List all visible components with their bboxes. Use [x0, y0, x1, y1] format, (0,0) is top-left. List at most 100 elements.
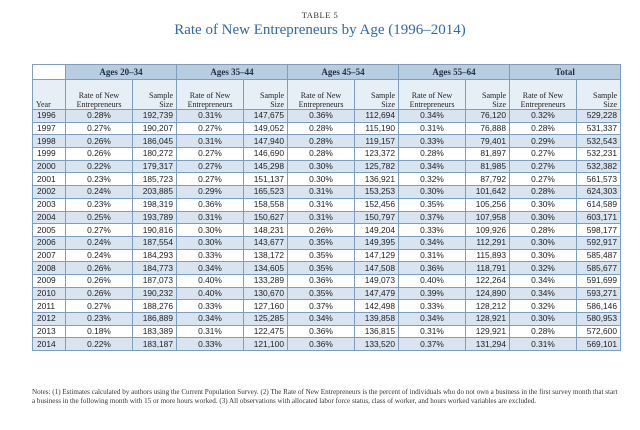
- year-cell: 2006: [32, 235, 66, 250]
- table-title: Rate of New Entrepreneurs by Age (1996–2…: [174, 22, 466, 38]
- rate-cell: 0.34%: [398, 109, 466, 123]
- rate-cell: 0.28%: [65, 109, 133, 123]
- sample-size-cell: 150,627: [243, 210, 288, 225]
- sample-size-cell: 192,739: [132, 109, 177, 123]
- rate-cell: 0.30%: [176, 223, 244, 237]
- column-header-sample-size-ages-35-44: Sample Size: [243, 79, 288, 110]
- table-notes: Notes: (1) Estimates calculated by autho…: [32, 388, 618, 405]
- rate-cell: 0.28%: [398, 147, 466, 161]
- rate-cell: 0.28%: [287, 147, 355, 161]
- column-header-sample-size-ages-20-34: Sample Size: [132, 79, 177, 110]
- rate-cell: 0.34%: [398, 312, 466, 326]
- column-header-rate-ages-20-34: Rate of New Entrepreneurs: [65, 79, 133, 110]
- sample-size-cell: 149,052: [243, 121, 288, 136]
- sample-size-cell: 123,372: [354, 147, 399, 161]
- rate-cell: 0.40%: [176, 286, 244, 301]
- rate-cell: 0.36%: [287, 273, 355, 288]
- size-header-line1: Sample: [260, 91, 284, 100]
- rate-cell: 0.33%: [398, 223, 466, 237]
- sample-size-cell: 569,101: [576, 337, 621, 352]
- sample-size-cell: 180,272: [132, 147, 177, 161]
- sample-size-cell: 614,589: [576, 197, 621, 212]
- group-header-ages-35-44: Ages 35–44: [176, 64, 288, 80]
- sample-size-cell: 81,985: [465, 159, 510, 174]
- column-header-row: Year Rate of New Entrepreneurs Sample Size R…: [32, 79, 621, 110]
- rate-cell: 0.28%: [509, 185, 577, 199]
- column-header-rate-ages-45-54: Rate of New Entrepreneurs: [287, 79, 355, 110]
- sample-size-cell: 76,888: [465, 121, 510, 136]
- table-body: 1996 0.28% 192,739 0.31% 147,675 0.36% 112,694…: [32, 109, 621, 352]
- rate-cell: 0.26%: [65, 134, 133, 149]
- rate-header-line1: Rate of New: [300, 91, 342, 100]
- group-header-ages-45-54: Ages 45–54: [287, 64, 399, 80]
- sample-size-cell: 142,498: [354, 299, 399, 313]
- year-cell: 2004: [32, 210, 66, 225]
- year-cell: 2001: [32, 172, 66, 187]
- sample-size-cell: 76,120: [465, 109, 510, 123]
- group-header-ages-20-34: Ages 20–34: [65, 64, 177, 80]
- column-header-rate-ages-55-64: Rate of New Entrepreneurs: [398, 79, 466, 110]
- group-header-total: Total: [509, 64, 621, 80]
- table-row: 2005 0.27% 190,816 0.30% 148,231 0.26% 149,204…: [32, 223, 621, 237]
- rate-cell: 0.31%: [398, 324, 466, 339]
- table-row: 2008 0.26% 184,773 0.34% 134,605 0.35% 147,508…: [32, 261, 621, 275]
- rate-cell: 0.35%: [287, 261, 355, 275]
- sample-size-cell: 532,382: [576, 159, 621, 174]
- sample-size-cell: 147,940: [243, 134, 288, 149]
- sample-size-cell: 190,232: [132, 286, 177, 301]
- table-row: 2006 0.24% 187,554 0.30% 143,677 0.35% 149,395…: [32, 235, 621, 250]
- year-cell: 2013: [32, 324, 66, 339]
- column-header-rate-total: Rate of New Entrepreneurs: [509, 79, 577, 110]
- year-cell: 2005: [32, 223, 66, 237]
- sample-size-cell: 115,190: [354, 121, 399, 136]
- sample-size-cell: 158,558: [243, 197, 288, 212]
- year-cell: 1999: [32, 147, 66, 161]
- rate-cell: 0.33%: [176, 248, 244, 263]
- sample-size-cell: 147,479: [354, 286, 399, 301]
- table-row: 2012 0.23% 186,889 0.34% 125,285 0.34% 139,858…: [32, 312, 621, 326]
- size-header-line1: Sample: [482, 91, 506, 100]
- sample-size-cell: 133,520: [354, 337, 399, 352]
- sample-size-cell: 139,858: [354, 312, 399, 326]
- rate-cell: 0.27%: [65, 223, 133, 237]
- rate-cell: 0.31%: [176, 210, 244, 225]
- rate-cell: 0.22%: [65, 337, 133, 352]
- table-row: 2007 0.24% 184,293 0.33% 138,172 0.35% 147,129…: [32, 248, 621, 263]
- year-cell: 2000: [32, 159, 66, 174]
- year-cell: 2014: [32, 337, 66, 352]
- sample-size-cell: 133,289: [243, 273, 288, 288]
- rate-cell: 0.34%: [509, 273, 577, 288]
- sample-size-cell: 112,694: [354, 109, 399, 123]
- sample-size-cell: 150,797: [354, 210, 399, 225]
- rate-cell: 0.26%: [65, 261, 133, 275]
- rate-header-line1: Rate of New: [189, 91, 231, 100]
- rate-cell: 0.27%: [176, 172, 244, 187]
- rate-cell: 0.27%: [509, 147, 577, 161]
- sample-size-cell: 580,953: [576, 312, 621, 326]
- rate-cell: 0.37%: [287, 299, 355, 313]
- sample-size-cell: 153,253: [354, 185, 399, 199]
- sample-size-cell: 193,789: [132, 210, 177, 225]
- rate-cell: 0.30%: [509, 197, 577, 212]
- sample-size-cell: 145,298: [243, 159, 288, 174]
- sample-size-cell: 81,897: [465, 147, 510, 161]
- rate-cell: 0.34%: [509, 286, 577, 301]
- rate-header-line2: Entrepreneurs: [187, 100, 233, 109]
- sample-size-cell: 134,605: [243, 261, 288, 275]
- rate-cell: 0.30%: [509, 210, 577, 225]
- sample-size-cell: 112,291: [465, 235, 510, 250]
- size-header-line2: Size: [492, 100, 506, 109]
- rate-cell: 0.35%: [287, 235, 355, 250]
- sample-size-cell: 592,917: [576, 235, 621, 250]
- year-cell: 2008: [32, 261, 66, 275]
- rate-cell: 0.30%: [509, 235, 577, 250]
- sample-size-cell: 109,926: [465, 223, 510, 237]
- sample-size-cell: 136,921: [354, 172, 399, 187]
- size-header-line1: Sample: [149, 91, 173, 100]
- year-cell: 2012: [32, 312, 66, 326]
- rate-cell: 0.32%: [398, 172, 466, 187]
- sample-size-cell: 183,389: [132, 324, 177, 339]
- sample-size-cell: 147,129: [354, 248, 399, 263]
- rate-header-line1: Rate of New: [411, 91, 453, 100]
- sample-size-cell: 187,554: [132, 235, 177, 250]
